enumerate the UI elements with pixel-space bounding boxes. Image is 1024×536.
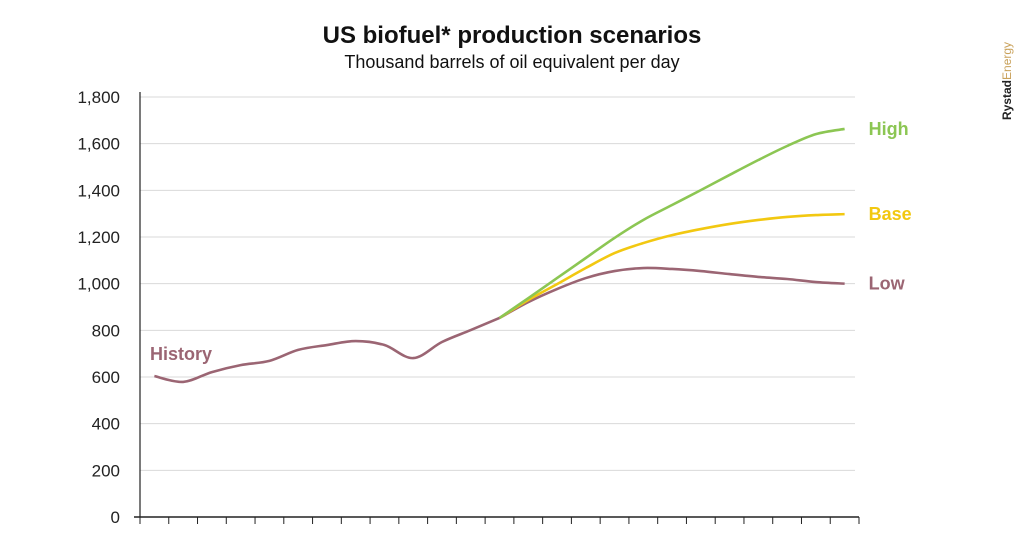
- y-tick-label: 1,800: [77, 88, 120, 107]
- series-label-low: Low: [869, 274, 906, 294]
- series-line-base: [498, 212, 845, 320]
- y-tick-label: 400: [92, 415, 120, 434]
- y-tick-label: 600: [92, 368, 120, 387]
- y-tick-label: 200: [92, 461, 120, 480]
- chart-title: US biofuel* production scenarios: [322, 22, 702, 49]
- chart-subtitle: Thousand barrels of oil equivalent per d…: [344, 52, 680, 72]
- y-tick-label: 1,600: [77, 135, 120, 154]
- y-tick-label: 1,400: [77, 181, 120, 200]
- y-tick-label: 800: [92, 321, 120, 340]
- y-tick-label: 1,000: [77, 275, 120, 294]
- series-line-high: [498, 127, 845, 320]
- y-tick-label: 1,200: [77, 228, 120, 247]
- y-tick-label: 0: [111, 508, 120, 527]
- series-label-high: High: [869, 119, 909, 139]
- series-line-history: [154, 316, 501, 384]
- series-label-base: Base: [869, 204, 912, 224]
- series-label-history: History: [150, 344, 212, 364]
- series-line-low: [498, 266, 845, 320]
